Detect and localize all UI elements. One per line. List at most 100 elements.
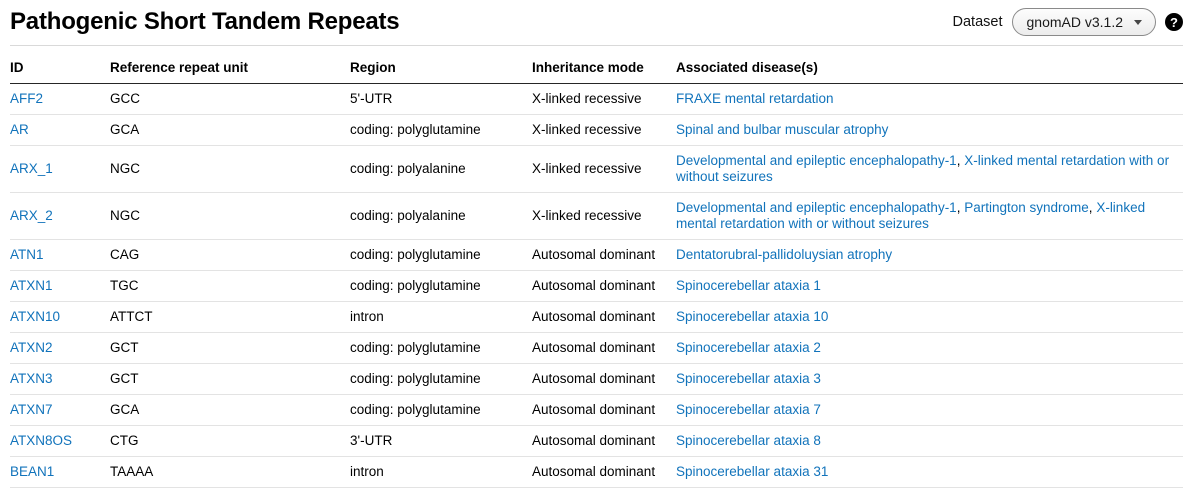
cell-inheritance: X-linked recessive	[532, 114, 676, 146]
page-title: Pathogenic Short Tandem Repeats	[10, 8, 400, 35]
cell-diseases: Spinocerebellar ataxia 3	[676, 363, 1183, 395]
cell-region: intron	[350, 456, 532, 488]
disease-link[interactable]: Dentatorubral-pallidoluysian atrophy	[676, 247, 893, 262]
gene-link[interactable]: ATXN2	[10, 340, 53, 355]
gene-link[interactable]: ATXN10	[10, 309, 61, 324]
disease-link[interactable]: Partington syndrome	[964, 200, 1089, 215]
disease-link[interactable]: FRAXE mental retardation	[676, 91, 834, 106]
cell-repeat-unit: GCT	[110, 363, 350, 395]
cell-diseases: Spinocerebellar ataxia 7	[676, 394, 1183, 426]
cell-diseases: Developmental and epileptic encephalopat…	[676, 145, 1183, 193]
cell-id: ARX_1	[10, 145, 110, 193]
cell-inheritance: Autosomal dominant	[532, 301, 676, 333]
table-row: ATXN8OS CTG 3'-UTR Autosomal dominant Spinoc…	[10, 425, 1183, 457]
disease-link[interactable]: Spinocerebellar ataxia 2	[676, 340, 821, 355]
dataset-selector-button[interactable]: gnomAD v3.1.2	[1011, 8, 1156, 36]
table-row: ATXN1 TGC coding: polyglutamine Autosomal d…	[10, 270, 1183, 302]
table-row: ATXN10 ATTCT intron Autosomal dominant Spino…	[10, 301, 1183, 333]
table-row: ATXN7 GCA coding: polyglutamine Autosomal d…	[10, 394, 1183, 426]
cell-repeat-unit: GCC	[110, 83, 350, 115]
cell-diseases: Spinocerebellar ataxia 8	[676, 425, 1183, 457]
cell-inheritance: Autosomal dominant	[532, 239, 676, 271]
cell-id: ARX_2	[10, 192, 110, 240]
table-row: ARX_1 NGC coding: polyalanine X-linked rece…	[10, 145, 1183, 193]
cell-repeat-unit: GCA	[110, 394, 350, 426]
disease-link[interactable]: Spinocerebellar ataxia 10	[676, 309, 829, 324]
disease-link[interactable]: Spinocerebellar ataxia 3	[676, 371, 821, 386]
table-body: AFF2 GCC 5'-UTR X-linked recessive FRAXE men…	[10, 83, 1183, 488]
cell-repeat-unit: GCT	[110, 332, 350, 364]
help-icon[interactable]: ?	[1165, 13, 1183, 31]
column-header: Region	[350, 46, 532, 84]
chevron-down-icon	[1134, 19, 1142, 25]
cell-repeat-unit: NGC	[110, 145, 350, 193]
cell-inheritance: Autosomal dominant	[532, 456, 676, 488]
gene-link[interactable]: ATXN3	[10, 371, 53, 386]
cell-id: AR	[10, 114, 110, 146]
cell-id: ATXN1	[10, 270, 110, 302]
cell-region: coding: polyglutamine	[350, 363, 532, 395]
dataset-selector-area: Dataset gnomAD v3.1.2 ?	[953, 8, 1183, 36]
gene-link[interactable]: AR	[10, 122, 29, 137]
cell-id: ATXN8OS	[10, 425, 110, 457]
cell-repeat-unit: GCA	[110, 114, 350, 146]
cell-region: 3'-UTR	[350, 425, 532, 457]
cell-id: BEAN1	[10, 456, 110, 488]
gene-link[interactable]: ARX_1	[10, 161, 53, 176]
page-header: Pathogenic Short Tandem Repeats Dataset …	[0, 0, 1193, 36]
column-header: ID	[10, 46, 110, 84]
dataset-selector-value: gnomAD v3.1.2	[1026, 14, 1124, 30]
cell-inheritance: X-linked recessive	[532, 145, 676, 193]
disease-link[interactable]: Spinocerebellar ataxia 7	[676, 402, 821, 417]
gene-link[interactable]: ATXN7	[10, 402, 53, 417]
disease-link[interactable]: Developmental and epileptic encephalopat…	[676, 200, 957, 215]
disease-link[interactable]: X-linked mental retardation with or with…	[676, 153, 1170, 184]
cell-inheritance: Autosomal dominant	[532, 332, 676, 364]
cell-region: coding: polyglutamine	[350, 239, 532, 271]
disease-link[interactable]: X-linked mental retardation with or with…	[676, 200, 1146, 231]
gene-link[interactable]: ATXN8OS	[10, 433, 73, 448]
cell-region: coding: polyglutamine	[350, 270, 532, 302]
column-header: Associated disease(s)	[676, 46, 1183, 84]
cell-inheritance: Autosomal dominant	[532, 363, 676, 395]
cell-region: intron	[350, 301, 532, 333]
cell-diseases: Spinocerebellar ataxia 10	[676, 301, 1183, 333]
cell-diseases: Dentatorubral-pallidoluysian atrophy	[676, 239, 1183, 271]
cell-id: ATN1	[10, 239, 110, 271]
title-divider	[10, 45, 1183, 46]
cell-region: coding: polyglutamine	[350, 394, 532, 426]
table-row: ATXN2 GCT coding: polyglutamine Autosomal d…	[10, 332, 1183, 364]
cell-repeat-unit: TGC	[110, 270, 350, 302]
cell-id: AFF2	[10, 83, 110, 115]
cell-diseases: Spinocerebellar ataxia 31	[676, 456, 1183, 488]
gene-link[interactable]: ARX_2	[10, 208, 53, 223]
column-header: Reference repeat unit	[110, 46, 350, 84]
cell-diseases: Spinocerebellar ataxia 2	[676, 332, 1183, 364]
cell-repeat-unit: NGC	[110, 192, 350, 240]
cell-repeat-unit: CAG	[110, 239, 350, 271]
disease-link[interactable]: Spinocerebellar ataxia 8	[676, 433, 821, 448]
cell-repeat-unit: CTG	[110, 425, 350, 457]
cell-inheritance: Autosomal dominant	[532, 270, 676, 302]
cell-diseases: Developmental and epileptic encephalopat…	[676, 192, 1183, 240]
gene-link[interactable]: ATN1	[10, 247, 44, 262]
cell-inheritance: X-linked recessive	[532, 192, 676, 240]
table-row: ATN1 CAG coding: polyglutamine Autosomal do…	[10, 239, 1183, 271]
table-header-row: ID Reference repeat unit Region Inheritance…	[10, 46, 1183, 84]
disease-link[interactable]: Developmental and epileptic encephalopat…	[676, 153, 957, 168]
dataset-label: Dataset	[952, 14, 1003, 30]
cell-region: coding: polyalanine	[350, 145, 532, 193]
disease-link[interactable]: Spinocerebellar ataxia 1	[676, 278, 821, 293]
disease-link[interactable]: Spinal and bulbar muscular atrophy	[676, 122, 889, 137]
cell-inheritance: Autosomal dominant	[532, 425, 676, 457]
cell-diseases: Spinocerebellar ataxia 1	[676, 270, 1183, 302]
cell-inheritance: X-linked recessive	[532, 83, 676, 115]
cell-diseases: Spinal and bulbar muscular atrophy	[676, 114, 1183, 146]
column-header: Inheritance mode	[532, 46, 676, 84]
gene-link[interactable]: ATXN1	[10, 278, 53, 293]
table-row: AR GCA coding: polyglutamine X-linked reces…	[10, 114, 1183, 146]
gene-link[interactable]: AFF2	[10, 91, 44, 106]
cell-repeat-unit: TAAAA	[110, 456, 350, 488]
gene-link[interactable]: BEAN1	[10, 464, 55, 479]
disease-link[interactable]: Spinocerebellar ataxia 31	[676, 464, 829, 479]
